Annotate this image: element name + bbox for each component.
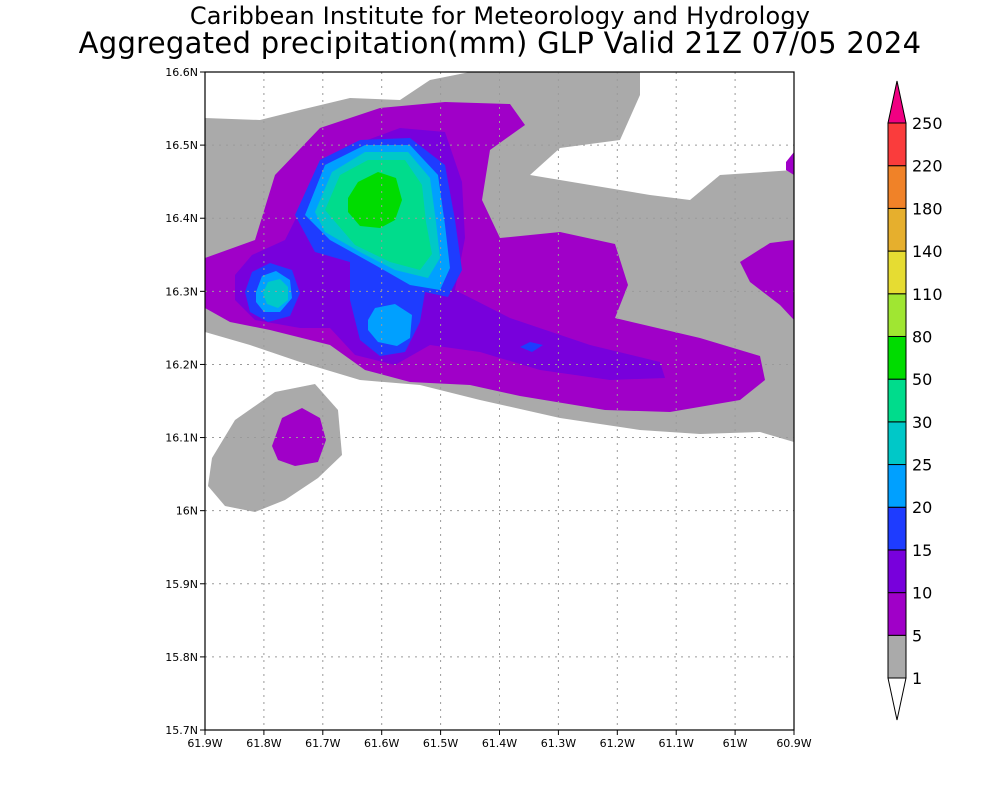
lon-tick-label: 61.2W (600, 737, 635, 750)
colorbar-label: 250 (912, 114, 943, 133)
colorbar-bin (887, 378, 907, 423)
colorbar-bin (887, 293, 907, 337)
colorbar-bin (887, 207, 907, 252)
precipitation-field (205, 72, 794, 512)
lon-tick-label: 61.9W (187, 737, 222, 750)
precip-band-5-10mm (740, 240, 794, 320)
lon-tick-label: 61.6W (364, 737, 399, 750)
precip-band-5-10mm (786, 152, 794, 175)
precip-band-25-30mm (263, 279, 288, 308)
colorbar-bin (887, 335, 907, 380)
colorbar-bin (887, 506, 907, 551)
colorbar-label: 110 (912, 285, 943, 304)
colorbar-label: 30 (912, 413, 932, 432)
lon-tick-label: 60.9W (776, 737, 811, 750)
lat-lon-grid (205, 72, 794, 730)
lon-tick-label: 61.3W (541, 737, 576, 750)
title-line-1: Caribbean Institute for Meteorology and … (189, 2, 811, 30)
colorbar-label: 5 (912, 626, 922, 645)
lat-tick-label: 16.2N (165, 358, 198, 371)
colorbar-bin (887, 464, 907, 508)
colorbar-label: 220 (912, 157, 943, 176)
colorbar-above-triangle (887, 80, 907, 124)
colorbar-bin (887, 122, 907, 167)
colorbar-bin (887, 549, 907, 594)
colorbar-bin (887, 634, 907, 679)
lat-tick-label: 16.6N (165, 66, 198, 79)
colorbar-bin (887, 165, 907, 209)
precip-band-20-25mm (368, 304, 412, 346)
precip-band-50-80mm (348, 172, 402, 228)
lat-tick-label: 16.3N (165, 285, 198, 298)
colorbar-label: 1 (912, 669, 922, 688)
lat-tick-label: 16N (176, 505, 198, 518)
precip-band-5-10mm (272, 408, 326, 466)
lat-tick-label: 15.9N (165, 578, 198, 591)
colorbar-label: 25 (912, 456, 932, 475)
colorbar-label: 10 (912, 584, 932, 603)
lat-tick-label: 15.7N (165, 724, 198, 737)
title-line-2: Aggregated precipitation(mm) GLP Valid 2… (78, 26, 922, 60)
lon-tick-label: 61.4W (482, 737, 517, 750)
lon-tick-label: 61W (723, 737, 748, 750)
colorbar-label: 180 (912, 199, 943, 218)
colorbar-label: 80 (912, 327, 932, 346)
colorbar-bin (887, 250, 907, 295)
colorbar-label: 20 (912, 498, 932, 517)
map-axes: 61.9W 61.8W 61.7W 61.6W 61.5W 61.4W 61.3W 61.2W… (165, 66, 812, 750)
lon-tick-label: 61.5W (423, 737, 458, 750)
lat-tick-label: 16.4N (165, 212, 198, 225)
colorbar-below-triangle (887, 677, 907, 721)
colorbar-bin (887, 421, 907, 466)
colorbar-label: 50 (912, 370, 932, 389)
colorbar-label: 140 (912, 242, 943, 261)
lon-tick-label: 61.1W (659, 737, 694, 750)
precip-band-15-20mm (520, 342, 543, 352)
lat-tick-label: 15.8N (165, 651, 198, 664)
lat-tick-label: 16.5N (165, 139, 198, 152)
colorbar-label: 15 (912, 541, 932, 560)
lon-tick-label: 61.8W (246, 737, 281, 750)
colorbar-bin (887, 592, 907, 636)
lat-tick-label: 16.1N (165, 432, 198, 445)
lon-tick-label: 61.7W (305, 737, 340, 750)
